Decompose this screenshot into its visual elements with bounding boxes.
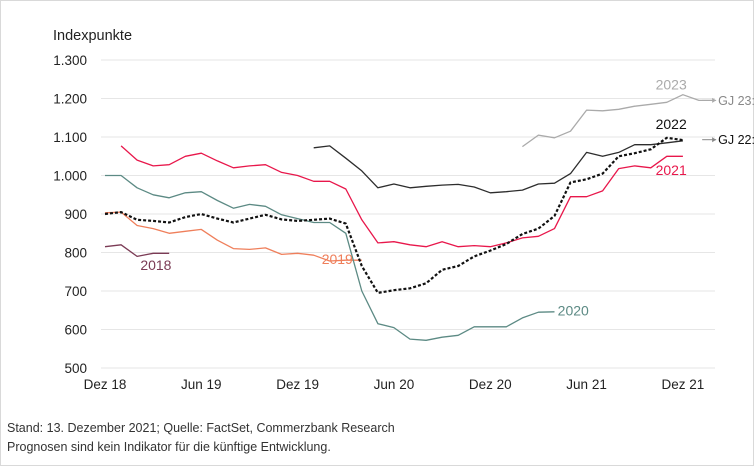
source-note: Stand: 13. Dezember 2021; Quelle: FactSe…: [7, 421, 395, 435]
series-label: 2021: [656, 162, 687, 178]
annotation-label: GJ 23: 1.200: [718, 94, 754, 108]
series-label: 2018: [140, 257, 171, 273]
grid-lines: [101, 59, 715, 369]
y-tick-label: 1.100: [53, 130, 87, 145]
series-line: [120, 145, 683, 248]
y-tick-label: 1.200: [53, 92, 87, 107]
disclaimer-note: Prognosen sind kein Indikator für die kü…: [7, 440, 331, 454]
y-tick-label: 700: [64, 284, 87, 299]
series-label: 2023: [656, 76, 687, 92]
axes: Indexpunkte 500 600 700 800 900 1.000 1.100 1.20…: [53, 28, 704, 392]
annotation-arrowhead: [712, 97, 717, 103]
x-tick-label: Dez 20: [469, 377, 512, 392]
y-tick-label: 900: [64, 207, 87, 222]
y-tick-label: 600: [64, 323, 87, 338]
series-line: [522, 94, 715, 148]
y-tick-label: 1.300: [53, 53, 87, 68]
series-line: [105, 174, 555, 341]
line-chart: Indexpunkte 500 600 700 800 900 1.000 1.100 1.20…: [53, 28, 754, 392]
chart-footer: Stand: 13. Dezember 2021; Quelle: FactSe…: [7, 419, 395, 457]
y-axis-label: Indexpunkte: [53, 28, 132, 44]
x-tick-label: Dez 21: [662, 377, 705, 392]
y-tick-label: 500: [64, 361, 87, 376]
x-tick-label: Dez 18: [84, 377, 127, 392]
x-tick-label: Jun 21: [566, 377, 607, 392]
annotations: GJ 22: 1.100 GJ 23: 1.200: [702, 94, 754, 147]
x-tick-label: Jun 20: [374, 377, 415, 392]
series-line: [313, 140, 683, 194]
series-labels: 2018 2019 2020 2022 2023 2021: [140, 76, 687, 318]
series-label: 2022: [656, 116, 687, 132]
series-lines: [104, 94, 715, 341]
x-tick-label: Jun 19: [181, 377, 222, 392]
x-tick-label: Dez 19: [276, 377, 319, 392]
series-line: [104, 211, 362, 262]
y-tick-label: 800: [64, 246, 87, 261]
series-line: [104, 244, 170, 258]
annotation-label: GJ 22: 1.100: [718, 133, 754, 147]
series-label: 2020: [558, 302, 589, 318]
series-label: 2019: [322, 251, 353, 267]
annotation-arrowhead: [712, 137, 717, 143]
y-tick-label: 1.000: [53, 169, 87, 184]
series-line: [104, 136, 684, 294]
